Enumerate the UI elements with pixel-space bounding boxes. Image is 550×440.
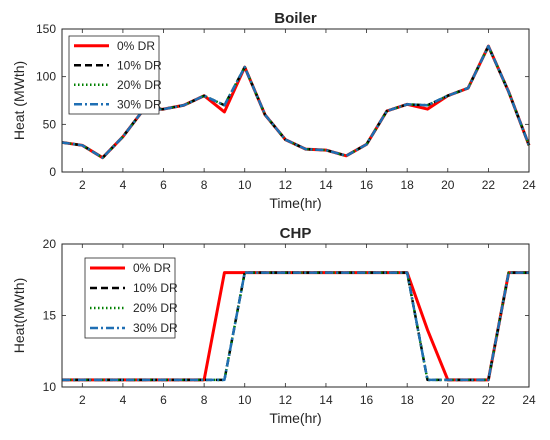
legend-label: 10% DR	[133, 281, 178, 295]
legend-label: 10% DR	[117, 58, 162, 72]
x-tick-label: 24	[522, 393, 536, 407]
x-tick-label: 12	[279, 178, 293, 192]
x-tick-label: 2	[79, 178, 86, 192]
x-tick-label: 16	[360, 178, 374, 192]
x-tick-label: 8	[201, 178, 208, 192]
legend-label: 20% DR	[133, 301, 178, 315]
x-tick-label: 2	[79, 393, 86, 407]
legend-label: 0% DR	[117, 39, 155, 53]
legend-label: 0% DR	[133, 261, 171, 275]
x-tick-label: 16	[360, 393, 374, 407]
y-axis-label: Heat(MWth)	[11, 278, 27, 353]
x-tick-label: 6	[160, 178, 167, 192]
legend-label: 20% DR	[117, 78, 162, 92]
legend-label: 30% DR	[133, 321, 178, 335]
x-tick-label: 24	[522, 178, 536, 192]
x-tick-label: 14	[319, 393, 333, 407]
chart-title: Boiler	[274, 10, 317, 27]
x-tick-label: 20	[441, 393, 455, 407]
y-tick-label: 10	[43, 380, 57, 394]
y-tick-label: 50	[43, 117, 57, 131]
x-tick-label: 8	[201, 393, 208, 407]
legend-box	[84, 257, 176, 339]
x-tick-label: 10	[238, 178, 252, 192]
y-tick-label: 15	[43, 309, 57, 323]
legend: 0% DR 10% DR 20% DR 30% DR	[84, 257, 178, 339]
x-tick-label: 22	[482, 393, 496, 407]
y-tick-label: 20	[43, 237, 57, 251]
y-axis-label: Heat (MWth)	[11, 61, 27, 140]
legend-box	[68, 35, 160, 115]
x-axis-label: Time(hr)	[269, 410, 321, 426]
x-tick-label: 20	[441, 178, 455, 192]
chart-title: CHP	[280, 225, 312, 242]
y-tick-label: 0	[49, 165, 56, 179]
y-tick-label: 150	[36, 22, 56, 36]
x-tick-label: 4	[120, 393, 127, 407]
series-line-30dr	[61, 44, 531, 159]
x-tick-label: 14	[319, 178, 333, 192]
x-tick-label: 22	[482, 178, 496, 192]
x-tick-label: 6	[160, 393, 167, 407]
x-axis-label: Time(hr)	[269, 195, 321, 211]
legend-label: 30% DR	[117, 97, 162, 111]
x-tick-label: 4	[120, 178, 127, 192]
x-tick-label: 18	[400, 178, 414, 192]
series-line-30dr	[62, 271, 529, 382]
plot-frame	[61, 243, 530, 388]
x-tick-label: 12	[279, 393, 293, 407]
x-tick-label: 10	[238, 393, 252, 407]
y-tick-label: 100	[36, 70, 56, 84]
x-tick-label: 18	[400, 393, 414, 407]
legend: 0% DR 10% DR 20% DR 30% DR	[68, 35, 162, 115]
plot-frame	[61, 28, 530, 173]
